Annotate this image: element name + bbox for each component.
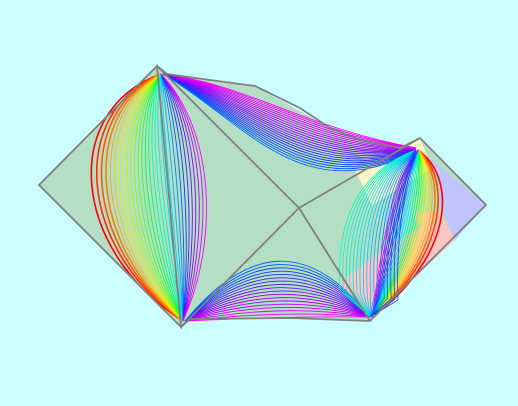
top-band-curve [162, 73, 417, 155]
left-fan-curve [160, 73, 184, 322]
top-band-curve [162, 73, 417, 152]
left-fan-curve [160, 73, 184, 322]
right-fan-curve [371, 149, 426, 318]
diagonal-outline-b [180, 137, 421, 328]
right-fan-curve [371, 149, 419, 318]
inner-fan-curve [369, 149, 417, 318]
top-band-curve [162, 73, 417, 172]
left-fan-curve [141, 73, 184, 322]
inner-fan-curve [366, 149, 417, 318]
left-fan-curve [160, 73, 190, 322]
inner-fan-curve [369, 149, 417, 318]
top-band-curve [162, 73, 417, 158]
bottom-band-curve [184, 310, 371, 322]
bottom-band-curve [184, 283, 371, 322]
inner-fan-curve [369, 149, 417, 318]
bottom-band-curve [184, 264, 371, 322]
top-band-curve [162, 73, 417, 151]
bottom-band-curve [184, 293, 371, 322]
bottom-band-curve [184, 300, 371, 322]
left-fan-curve [160, 73, 193, 322]
left-fan-curve [130, 73, 184, 322]
left-fan-curve [144, 73, 184, 322]
top-band-curve [162, 73, 417, 150]
left-fan-curve [160, 73, 207, 322]
inner-fan-curve [349, 149, 417, 318]
right-fan-curve [371, 149, 419, 318]
outline-layer [37, 63, 488, 330]
inner-fan-curve [369, 149, 417, 318]
top-band-curve [162, 73, 417, 152]
left-fan-curve [151, 73, 184, 322]
left-square-outline [37, 63, 183, 330]
region-layer [39, 66, 486, 327]
bottom-band-curve [184, 274, 371, 322]
bottom-boundary [180, 317, 371, 328]
right-fan-curve [371, 149, 422, 318]
left-fan-curve [160, 73, 187, 322]
top-band-curve [162, 73, 417, 149]
left-fan-curve [160, 73, 200, 322]
left-fan-curve [160, 73, 184, 322]
inner-fan-curve [369, 149, 417, 318]
inner-fan-curve [369, 149, 417, 318]
right-fan-curve [371, 149, 428, 318]
bottom-band-curve [184, 303, 371, 322]
top-band-curve [162, 73, 417, 150]
top-band-curve [162, 73, 417, 149]
top-band-curve [162, 73, 417, 157]
right-fan-curve [371, 149, 420, 318]
left-fan-curve [126, 73, 184, 322]
top-boundary [156, 65, 421, 149]
top-band-curve [162, 73, 417, 150]
left-fan-curve [118, 73, 184, 322]
top-band-curve [162, 73, 417, 149]
bottom-band-curve [184, 280, 371, 322]
right-fan-curve [371, 149, 433, 318]
left-fan-curve [110, 73, 184, 322]
inner-fan-curve [362, 149, 417, 318]
right-fan-curve [371, 149, 419, 318]
bottom-band-curve [184, 290, 371, 322]
left-fan-curve [160, 73, 197, 322]
bottom-region [181, 208, 370, 327]
inner-fan-curve [369, 149, 417, 318]
right-fan-curve [371, 149, 419, 318]
top-band-curve [162, 73, 417, 154]
inner-fan-curve [345, 149, 417, 318]
left-fan-curve [100, 73, 184, 322]
left-fan-curve [114, 73, 184, 322]
inner-fan-curve [356, 149, 417, 318]
bottom-band-curve [184, 287, 371, 322]
right-fan-curve [371, 149, 419, 318]
right-square-outline [369, 137, 488, 322]
left-fan-curve [160, 73, 185, 322]
left-fan-curve [134, 73, 184, 322]
left-fan-curve [105, 73, 184, 322]
top-band-curve [162, 73, 417, 166]
left-fan-curve [154, 73, 184, 322]
bottom-band-curve [184, 307, 371, 322]
left-fan-curve [122, 73, 184, 322]
bottom-band-curve [184, 277, 371, 322]
inner-fan-curve [352, 149, 417, 318]
inner-fan-curve [359, 149, 417, 318]
top-band-curve [162, 73, 417, 162]
inner-fan-curve [369, 149, 417, 318]
right-fan-curve [371, 149, 431, 318]
inner-fan-curve [369, 149, 417, 318]
left-fan-curve [148, 73, 184, 322]
left-fan-curve [160, 73, 204, 322]
top-band-curve [162, 73, 417, 160]
left-fan-curve [137, 73, 184, 322]
top-band-curve [162, 73, 417, 164]
right-fan-curve [371, 149, 419, 318]
inner-fan-curve [338, 149, 417, 318]
right-fan-curve [371, 149, 421, 318]
bottom-band-curve [184, 297, 371, 322]
